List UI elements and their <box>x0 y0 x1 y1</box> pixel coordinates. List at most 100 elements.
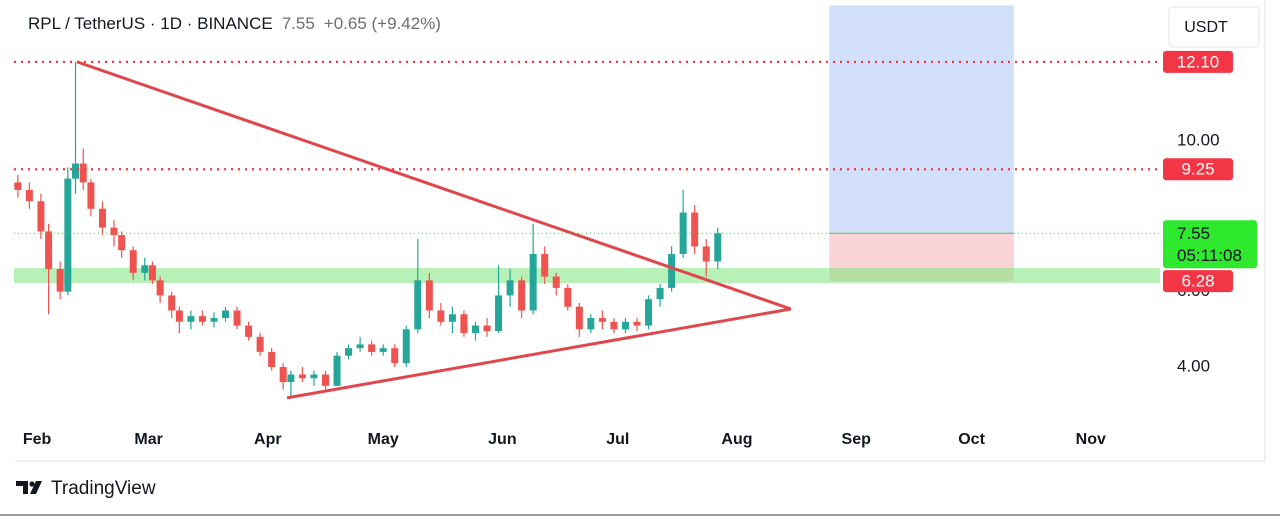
candle-body <box>321 374 329 386</box>
x-tick-label: Aug <box>721 431 752 448</box>
candle-body <box>425 280 433 311</box>
level-label: 12.10 <box>1177 52 1220 71</box>
candle-body <box>279 366 287 383</box>
candle-body <box>14 182 22 190</box>
candle-body <box>345 348 353 356</box>
candle-body <box>98 208 106 228</box>
candle-body <box>110 227 118 236</box>
candle-body <box>541 253 549 277</box>
position-target <box>829 5 1014 234</box>
x-tick-label: Jul <box>606 431 629 448</box>
trendline <box>76 60 792 311</box>
x-tick-label: Sep <box>842 431 872 448</box>
x-tick-label: Jun <box>488 431 516 448</box>
candle-body <box>141 265 149 273</box>
header: RPL / TetherUS · 1D · BINANCE 7.55 +0.65 (… <box>28 14 441 33</box>
candle-body <box>460 314 468 334</box>
level-label-box <box>1163 50 1233 73</box>
x-tick-label: Mar <box>134 431 162 448</box>
candle-body <box>356 344 364 349</box>
candle-body <box>575 306 583 330</box>
candle-body <box>587 318 595 330</box>
candle-body <box>72 163 80 179</box>
candle-body <box>298 374 306 379</box>
candle-body <box>368 344 376 352</box>
candle-body <box>233 310 241 326</box>
symbol-title: RPL / TetherUS · 1D · BINANCE <box>28 14 273 33</box>
candle-body <box>471 325 479 334</box>
candle-body <box>645 299 653 326</box>
trendline <box>286 307 792 400</box>
candle-body <box>668 253 676 288</box>
candle-body <box>210 318 218 322</box>
candle-body <box>129 250 137 273</box>
candle-body <box>79 163 87 183</box>
plot-area: FebMarAprMayJunJulAugSepOctNov4.006.0010… <box>14 5 1257 448</box>
candle-body <box>495 295 503 332</box>
candle-body <box>45 231 53 270</box>
candle-body <box>564 287 572 307</box>
candle-body <box>245 325 253 337</box>
candle-body <box>64 178 72 292</box>
candle-body <box>198 316 206 322</box>
candle-body <box>37 201 45 232</box>
candle-body <box>702 246 710 262</box>
last-price-box <box>1163 220 1257 269</box>
y-tick-label: 4.00 <box>1177 356 1210 375</box>
y-tick-label: 10.00 <box>1177 130 1220 149</box>
x-tick-label: Oct <box>958 431 985 448</box>
candle-body <box>118 235 126 251</box>
candle-body <box>268 351 276 367</box>
candle-body <box>310 374 318 379</box>
candle-body <box>691 212 699 247</box>
candle-body <box>87 182 95 209</box>
candle-body <box>414 280 422 330</box>
countdown-label: 05:11:08 <box>1177 246 1242 265</box>
level-label: 9.25 <box>1181 160 1214 179</box>
currency-label[interactable]: USDT <box>1184 19 1228 36</box>
x-tick-label: Apr <box>254 431 282 448</box>
candle-body <box>621 321 629 330</box>
candle-body <box>598 318 606 322</box>
candle-body <box>656 287 664 300</box>
candle-body <box>610 321 618 330</box>
candle-body <box>287 374 295 383</box>
stop-label: 6.28 <box>1181 272 1214 291</box>
candle-body <box>156 280 164 296</box>
currency-button[interactable] <box>1168 6 1260 48</box>
x-tick-label: Feb <box>23 431 52 448</box>
candle-body <box>402 329 410 364</box>
price-change: +0.65 (+9.42%) <box>324 14 441 33</box>
candle-body <box>391 348 399 364</box>
stop-label-box <box>1163 270 1233 293</box>
brand-logo <box>16 481 42 494</box>
brand-name: TradingView <box>51 478 156 499</box>
candle-body <box>148 265 156 281</box>
candle-body <box>483 325 491 332</box>
candle-body <box>529 253 537 311</box>
level-label-box <box>1163 158 1233 181</box>
candle-body <box>222 310 230 319</box>
candle-body <box>679 212 687 254</box>
candle-body <box>25 189 33 202</box>
support-zone <box>14 267 1160 283</box>
candle-body <box>175 310 183 322</box>
candle-body <box>633 321 641 326</box>
candle-body <box>714 233 722 262</box>
candle-body <box>518 280 526 311</box>
last-price-label: 7.55 <box>1177 224 1210 243</box>
x-tick-label: Nov <box>1076 431 1106 448</box>
candle-body <box>437 310 445 322</box>
candle-body <box>256 336 264 352</box>
candle-body <box>56 269 64 292</box>
candle-body <box>448 314 456 322</box>
candle-body <box>506 280 514 296</box>
candle-body <box>187 316 195 322</box>
x-tick-label: May <box>368 431 399 448</box>
candle-body <box>333 355 341 386</box>
last-price: 7.55 <box>282 14 315 33</box>
candle-body <box>552 276 560 288</box>
candle-body <box>379 348 387 352</box>
